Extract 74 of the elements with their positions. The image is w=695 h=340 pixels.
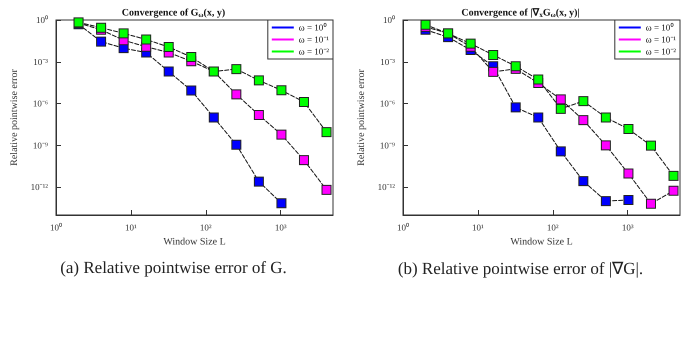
point bbox=[96, 36, 106, 47]
point bbox=[141, 34, 152, 44]
point bbox=[186, 85, 196, 96]
point bbox=[231, 64, 242, 74]
text: (b) Relative pointwise error of |∇G|. bbox=[396, 258, 644, 279]
y-tick-label: 10⁰ bbox=[383, 15, 395, 25]
y-tick-label: 10⁻⁶ bbox=[32, 98, 48, 109]
point bbox=[186, 52, 196, 62]
point bbox=[466, 38, 476, 49]
point bbox=[276, 85, 286, 96]
point bbox=[276, 130, 286, 140]
point bbox=[623, 124, 634, 134]
point bbox=[231, 140, 242, 150]
point bbox=[164, 42, 174, 52]
y-tick-label: 10⁻⁹ bbox=[32, 140, 48, 150]
point bbox=[510, 61, 521, 72]
point bbox=[668, 186, 679, 196]
y-tick-label: 10⁰ bbox=[36, 15, 48, 25]
x-axis-title: Window Size L bbox=[510, 236, 573, 248]
point bbox=[556, 146, 566, 156]
point bbox=[510, 102, 521, 112]
point bbox=[623, 194, 634, 205]
point bbox=[533, 74, 544, 85]
x-tick-label: 10³ bbox=[622, 222, 634, 232]
text: (a) Relative pointwise error of G. bbox=[59, 258, 288, 278]
y-axis-title: Relative pointwise error bbox=[9, 68, 20, 166]
point bbox=[600, 112, 611, 122]
point bbox=[488, 66, 498, 77]
point bbox=[600, 140, 611, 150]
point bbox=[646, 140, 656, 151]
y-tick-label: 10⁻⁹ bbox=[380, 140, 395, 150]
y-axis-title: Relative pointwise error bbox=[356, 68, 368, 166]
x-tick-label: 10¹ bbox=[472, 222, 484, 232]
point bbox=[623, 168, 634, 179]
point bbox=[254, 176, 264, 187]
y-tick-label: 10⁻⁶ bbox=[380, 98, 395, 109]
point bbox=[488, 50, 498, 60]
point bbox=[254, 75, 264, 86]
point bbox=[322, 127, 332, 138]
point bbox=[276, 198, 286, 208]
x-tick-label: 10² bbox=[546, 222, 559, 232]
point bbox=[578, 176, 588, 186]
legend-label: ω = 10⁰ bbox=[646, 22, 674, 32]
point bbox=[208, 112, 219, 122]
y-tick-label: 10⁻¹² bbox=[378, 182, 396, 192]
y-tick-label: 10⁻³ bbox=[33, 56, 48, 67]
point bbox=[118, 28, 129, 38]
point bbox=[600, 196, 611, 206]
point bbox=[298, 96, 309, 107]
legend-label: ω = 10⁰ bbox=[298, 22, 326, 32]
point bbox=[533, 112, 544, 122]
x-tick-label: 10² bbox=[200, 222, 212, 232]
point bbox=[322, 184, 332, 195]
point bbox=[164, 66, 174, 77]
legend-label: ω = 10⁻² bbox=[646, 46, 676, 56]
x-tick-label: 10⁰ bbox=[397, 222, 409, 232]
y-tick-label: 10⁻¹² bbox=[30, 182, 48, 192]
point bbox=[254, 110, 264, 120]
legend-label: ω = 10⁻² bbox=[298, 46, 330, 56]
x-tick-label: 10³ bbox=[274, 222, 287, 232]
point bbox=[556, 94, 566, 104]
point bbox=[578, 115, 588, 126]
legend-label: ω = 10⁻¹ bbox=[646, 34, 676, 44]
x-axis-title: Window Size L bbox=[163, 236, 226, 248]
point bbox=[231, 89, 242, 100]
point bbox=[646, 198, 656, 209]
y-tick-label: 10⁻³ bbox=[380, 56, 396, 67]
point bbox=[556, 104, 566, 114]
point bbox=[668, 170, 679, 181]
x-tick-label: 10¹ bbox=[125, 222, 138, 232]
x-tick-label: 10⁰ bbox=[50, 222, 62, 232]
point bbox=[298, 155, 309, 166]
point bbox=[578, 96, 588, 106]
legend-label: ω = 10⁻¹ bbox=[298, 34, 330, 44]
